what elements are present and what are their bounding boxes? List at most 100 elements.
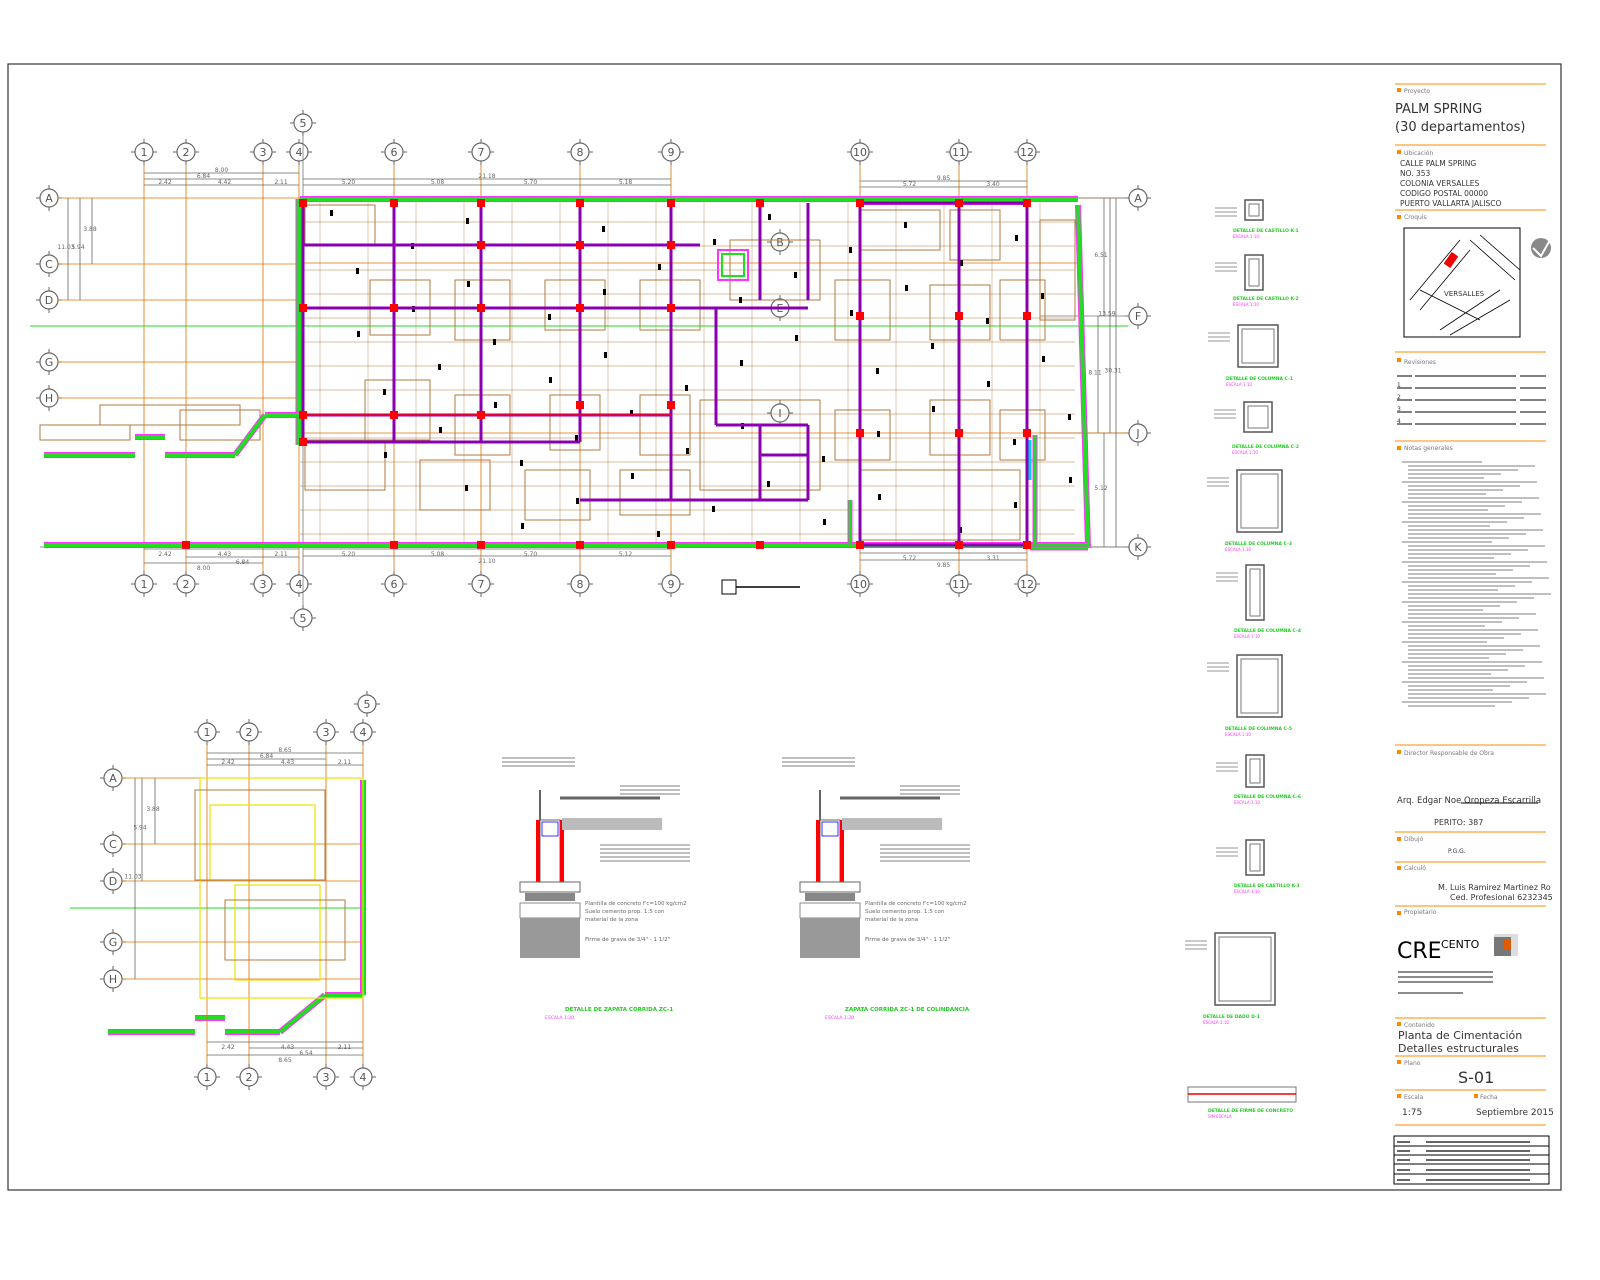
grid-bubble: 5	[354, 691, 380, 717]
column-marker	[667, 199, 675, 207]
column-section	[1243, 401, 1273, 433]
calc-license: Ced. Profesional 6232345	[1450, 893, 1553, 902]
anchor-mark	[466, 218, 469, 224]
anchor-mark	[330, 210, 333, 216]
footing-outline	[544, 279, 606, 331]
retaining-wall	[233, 413, 267, 457]
grid-bubble: 3	[313, 719, 339, 745]
grid-bubble: 3	[313, 1064, 339, 1090]
column-marker	[756, 199, 764, 207]
date-label: Fecha	[1480, 1094, 1498, 1101]
address-label: Ubicación	[1404, 150, 1433, 157]
grid-bubble: K	[1125, 534, 1151, 560]
revision-number: 4	[1397, 418, 1401, 425]
detail-caption: DETALLE DE COLUMNA C-5	[1225, 726, 1292, 732]
grid-bubble: 10	[847, 571, 873, 597]
grid-label: 3	[260, 146, 267, 159]
anchor-mark	[822, 456, 825, 462]
grid-label: 6	[391, 578, 398, 591]
anchor-mark	[631, 473, 634, 479]
column-marker	[667, 304, 675, 312]
section-note: Firme de grava de 3/4" - 1 1/2"	[865, 937, 950, 943]
grid-label: B	[776, 236, 784, 249]
grid-label: 9	[668, 146, 675, 159]
dimension-label: 6.84	[236, 559, 250, 566]
grid-bubble: 1	[131, 571, 157, 597]
grid-label: 4	[360, 726, 367, 739]
detail-scale: ESCALA 1:10	[1232, 450, 1258, 455]
gravel-fill	[800, 918, 860, 958]
grid-label: 5	[300, 612, 307, 625]
grid-label: 3	[323, 726, 330, 739]
column-section	[1237, 324, 1279, 368]
grid-label: G	[109, 936, 118, 949]
dimension-label: 2.11	[338, 759, 352, 766]
detail-caption: DETALLE DE COLUMNA C-3	[1225, 541, 1292, 547]
anchor-mark	[768, 214, 771, 220]
anchor-mark	[1068, 414, 1071, 420]
sheet-border	[7, 63, 1562, 1191]
soil-cement	[799, 902, 861, 919]
grid-label: 11	[952, 146, 966, 159]
anchor-mark	[521, 523, 524, 529]
dimension-label: 2.42	[221, 759, 235, 766]
anchor-mark	[383, 389, 386, 395]
grid-bubble: A	[1125, 185, 1151, 211]
column-marker	[576, 199, 584, 207]
anchor-mark	[712, 506, 715, 512]
grid-bubble: 3	[250, 571, 276, 597]
detail-scale: ESCALA 1:10	[1233, 302, 1259, 307]
north-arrow-icon	[1531, 238, 1551, 258]
detail-scale: ESCALA 1:10	[1233, 234, 1259, 239]
grid-bubble: 2	[236, 1064, 262, 1090]
dimension-label: 5.12	[1094, 485, 1108, 492]
footing-outline	[419, 459, 491, 511]
stirrup	[1248, 258, 1260, 287]
column-marker	[955, 429, 963, 437]
grid-label: 7	[478, 146, 485, 159]
grid-label: 8	[577, 578, 584, 591]
dimension-label: 8.00	[215, 167, 229, 174]
section-note: Suelo cemento prop. 1:5 con	[585, 909, 665, 915]
grid-label: 1	[141, 146, 148, 159]
section-note: Firme de grava de 3/4" - 1 1/2"	[585, 937, 670, 943]
column-marker	[477, 304, 485, 312]
section-note: Plantilla de concreto f'c=100 kg/cm2	[585, 901, 687, 907]
grid-label: 2	[183, 578, 190, 591]
section-note: material de la zona	[865, 917, 918, 923]
revisions-label: Revisiones	[1404, 359, 1436, 366]
grid-label: 9	[668, 578, 675, 591]
stirrup	[1241, 328, 1275, 364]
grid-label: 3	[260, 578, 267, 591]
location-map: VERSALLES	[1403, 227, 1551, 338]
anchor-mark	[494, 402, 497, 408]
rebar-row	[525, 893, 575, 901]
dimension-label: 2.11	[338, 1044, 352, 1051]
section-note: Suelo cemento prop. 1:5 con	[865, 909, 945, 915]
rebar-row	[805, 893, 855, 901]
anchor-mark	[823, 519, 826, 525]
dimension-label: 13.59	[1098, 311, 1115, 318]
footing-outline	[224, 899, 346, 961]
location-street: VERSALLES	[1444, 290, 1485, 298]
column-section	[1236, 469, 1283, 533]
grid-bubble: 8	[567, 571, 593, 597]
anchor-mark	[849, 247, 852, 253]
footing-outline	[364, 379, 431, 441]
grid-label: 1	[204, 726, 211, 739]
dimension-label: 9.85	[937, 562, 951, 569]
anchor-mark	[1013, 439, 1016, 445]
section-bullet-icon	[1397, 750, 1401, 754]
grid-bubble: 4	[286, 571, 312, 597]
anchor-mark	[931, 343, 934, 349]
grid-label: A	[109, 772, 117, 785]
grid-bubble: 6	[381, 139, 407, 165]
dro-label: Director Responsable de Obra	[1404, 750, 1494, 757]
anchor-mark	[1042, 356, 1045, 362]
pit-outline	[717, 249, 749, 281]
gravel-fill	[520, 918, 580, 958]
anchor-mark	[878, 494, 881, 500]
anchor-mark	[905, 285, 908, 291]
